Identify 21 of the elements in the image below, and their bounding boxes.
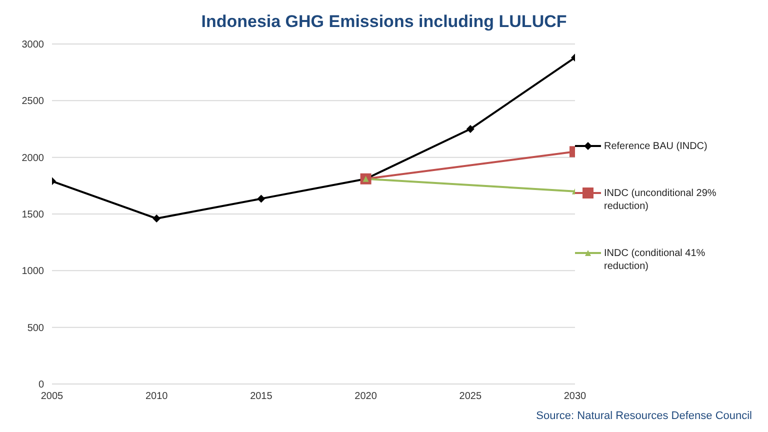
chart-title: Indonesia GHG Emissions including LULUCF: [200, 11, 568, 33]
x-tick-label: 2025: [459, 391, 482, 402]
y-tick-label: 0: [38, 380, 44, 391]
x-tick-label: 2020: [354, 391, 378, 402]
legend-label: INDC (unconditional 29% reduction): [604, 186, 718, 212]
y-tick-label: 1000: [22, 266, 44, 278]
x-tick-label: 2005: [40, 391, 64, 402]
y-tick-label: 2500: [22, 96, 44, 108]
x-tick-label: 2015: [250, 391, 273, 402]
y-tick-label: 2000: [22, 152, 44, 164]
legend-label: INDC (conditional 41% reduction): [604, 246, 706, 272]
y-tick-label: 1500: [22, 210, 44, 221]
x-tick-label: 2030: [564, 391, 587, 402]
y-tick-label: 3000: [22, 40, 44, 51]
point: [466, 125, 474, 133]
point: [257, 194, 266, 203]
x-tick-label: 2010: [145, 391, 168, 402]
legend-label: Reference BAU (INDC): [604, 140, 708, 152]
y-tick-label: 500: [27, 322, 44, 334]
source-note: Source: Natural Resources Defense Council: [536, 410, 752, 422]
point: [152, 214, 161, 223]
